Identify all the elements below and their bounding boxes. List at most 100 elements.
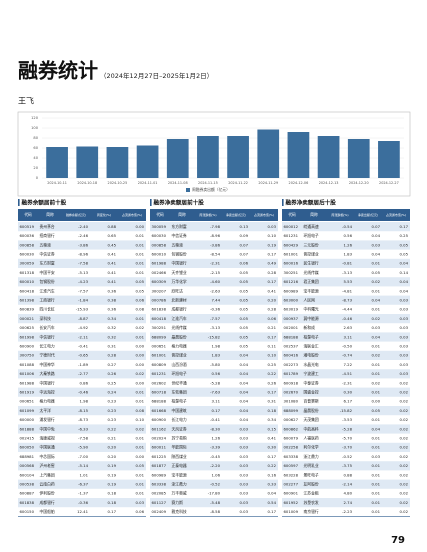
table-cell: 600416 <box>284 353 299 358</box>
y-tick-label: 100 <box>31 126 39 130</box>
y-tick-label: 120 <box>31 116 39 120</box>
table-cell: 002409 <box>152 509 167 514</box>
table-cell: 600918 <box>284 380 299 385</box>
table-cell: 光明乳业 <box>304 463 319 468</box>
table-cell: 0.22 <box>268 463 277 468</box>
table-cell: 0.41 <box>268 436 277 441</box>
table-cell: 0.02 <box>400 399 409 404</box>
section-marker <box>18 199 20 206</box>
table-cell: 0.05 <box>240 307 249 312</box>
column-header: 净卖出额(亿元) <box>226 212 246 217</box>
table-cell: -0.52 <box>210 482 220 487</box>
table-cell: 皖通高速 <box>304 224 319 229</box>
table-cell: 云南白药 <box>40 482 55 487</box>
table-cell: 0.01 <box>372 491 381 496</box>
bar <box>197 136 219 178</box>
table-cell: 0.05 <box>240 316 249 321</box>
table-cell: -17.80 <box>208 491 221 496</box>
table-cell: -7.58 <box>78 261 88 266</box>
table-cell: 0.03 <box>240 491 249 496</box>
row-bg <box>150 314 278 324</box>
table-cell: -0.50 <box>342 344 352 349</box>
table-cell: 0.05 <box>240 288 249 293</box>
table-cell: 601001 <box>152 353 167 358</box>
row-bg <box>150 498 278 508</box>
table-cell: 601838 <box>20 500 35 505</box>
table-cell: 上汽集团 <box>40 472 55 477</box>
table-cell: 600016 <box>284 261 299 266</box>
table-cell: 000651 <box>152 344 167 349</box>
table-cell: 600010 <box>20 279 35 284</box>
row-bg <box>150 240 278 250</box>
table-cell: 中国平安 <box>40 270 55 275</box>
table-cell: -7.00 <box>78 454 88 459</box>
table-cell: 0.08 <box>136 408 145 413</box>
table-cell: 000858 <box>20 242 35 247</box>
table-cell: 000625 <box>20 325 35 330</box>
table-cell: 600597 <box>284 463 299 468</box>
table-cell: 0.01 <box>372 445 381 450</box>
table-cell: 0.41 <box>108 270 117 275</box>
y-tick-label: 20 <box>33 166 38 170</box>
table-cell: 景旺电子 <box>304 472 319 477</box>
table-cell: 002273 <box>284 362 299 367</box>
table-cell: -2.31 <box>210 261 220 266</box>
table-cell: 赛力斯 <box>172 500 184 505</box>
table-cell: 002001 <box>284 325 299 330</box>
table-cell: 宝丰能源 <box>304 288 319 293</box>
table-cell: 0.04 <box>240 390 249 395</box>
table-cell: -7.98 <box>210 224 220 229</box>
table-cell: -7.57 <box>78 288 88 293</box>
table-cell: 人福医药 <box>304 436 319 441</box>
table-cell: -2.77 <box>78 371 88 376</box>
table-cell: 包钢股份 <box>40 279 55 284</box>
table-cell: -8.87 <box>78 316 88 321</box>
table-cell: 新和成 <box>304 325 316 330</box>
table-cell: 0.17 <box>268 252 277 257</box>
row-bg <box>18 498 146 508</box>
row-bg <box>282 295 410 305</box>
table-cell: 0.03 <box>240 454 249 459</box>
table-cell: -15.93 <box>76 307 89 312</box>
table-cell: 601009 <box>284 509 299 514</box>
table-header-bg <box>150 209 278 221</box>
table-cell: 002466 <box>152 270 167 275</box>
table-cell: -15.82 <box>208 334 221 339</box>
y-tick-label: 60 <box>33 146 38 150</box>
table-cell: 600809 <box>152 362 167 367</box>
table-cell: 3.11 <box>212 399 221 404</box>
table-cell: 601998 <box>20 334 35 339</box>
table-cell: 0.01 <box>136 436 145 441</box>
y-tick-label: 80 <box>33 136 38 140</box>
table-cell: 0.02 <box>400 463 409 468</box>
table-cell: -2.11 <box>78 334 88 339</box>
table-cell: 0.31 <box>108 344 117 349</box>
table-cell: 0.00 <box>136 362 145 367</box>
table-cell: 0.04 <box>400 288 409 293</box>
table-cell: 四川长虹 <box>40 307 55 312</box>
table-cell: -5.13 <box>78 270 88 275</box>
table-cell: -2.31 <box>342 380 352 385</box>
table-cell: 0.05 <box>240 325 249 330</box>
table-cell: 0.17 <box>268 279 277 284</box>
table-cell: 0.05 <box>372 270 381 275</box>
x-tick-label: 2024-11-15 <box>198 181 218 185</box>
table-cell: 688188 <box>284 334 299 339</box>
table-cell: 0.34 <box>108 316 117 321</box>
row-bg <box>18 406 146 416</box>
table-cell: 0.02 <box>400 500 409 505</box>
table-cell: 0.01 <box>136 482 145 487</box>
table-cell: 江苏金租 <box>304 491 319 496</box>
table-cell: 天齐锂业 <box>172 270 187 275</box>
row-bg <box>18 369 146 379</box>
column-header: 周涨跌幅(%) <box>331 212 348 217</box>
table-cell: 中国神华 <box>40 362 55 367</box>
row-bg <box>18 461 146 471</box>
table-cell: -1.89 <box>78 362 88 367</box>
table-cell: 友阿股份 <box>304 482 319 487</box>
table-cell: 0.02 <box>136 325 145 330</box>
table-cell: 工商银行 <box>40 298 55 303</box>
table-cell: 600010 <box>152 252 167 257</box>
table-cell: 格力电器 <box>40 399 55 404</box>
table-cell: 君正集团 <box>304 279 319 284</box>
